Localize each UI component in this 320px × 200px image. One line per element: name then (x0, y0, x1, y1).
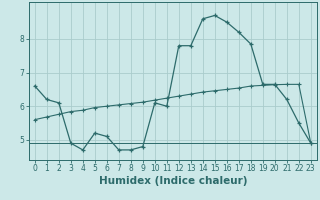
X-axis label: Humidex (Indice chaleur): Humidex (Indice chaleur) (99, 176, 247, 186)
